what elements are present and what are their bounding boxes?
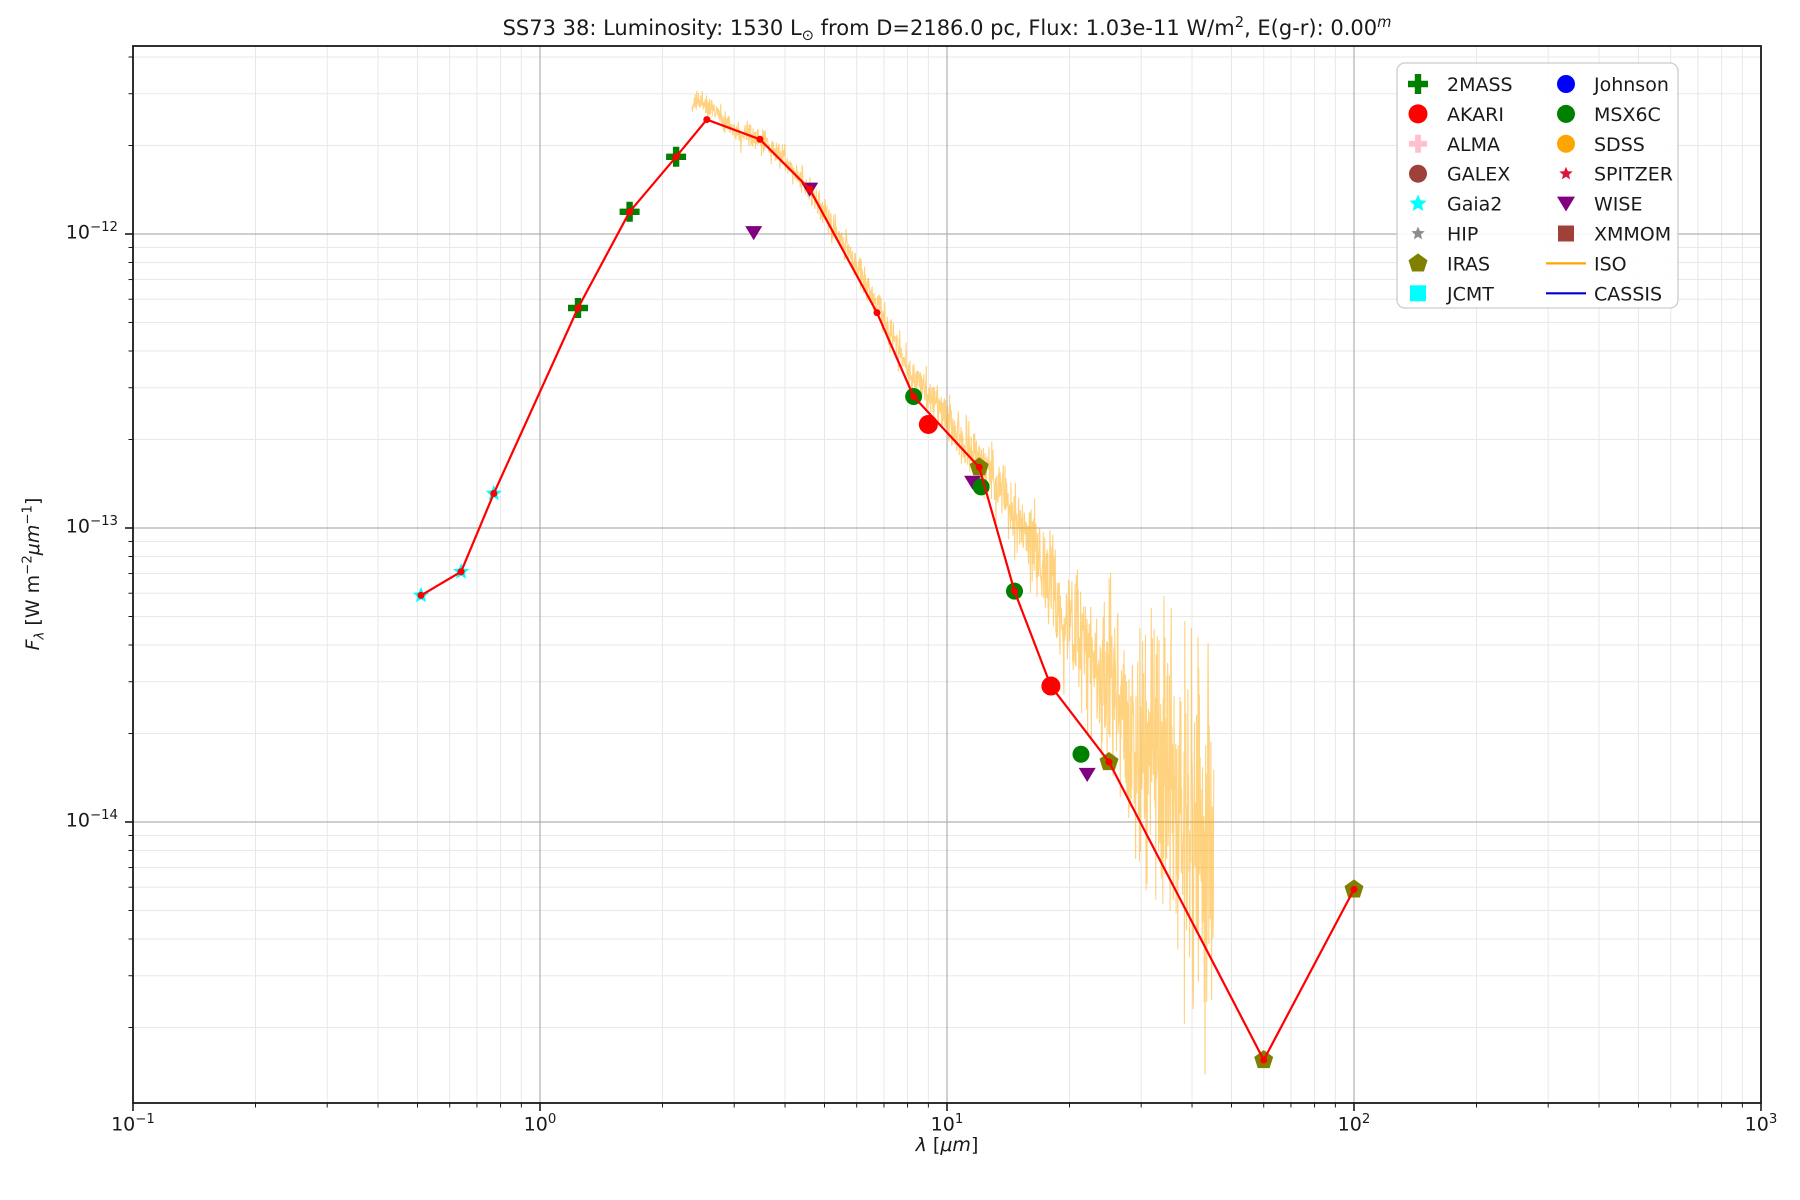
legend-item-akari: AKARI	[1408, 104, 1504, 126]
text-segment: λ	[915, 1134, 927, 1156]
legend-label-jcmt: JCMT	[1446, 283, 1494, 305]
legend-item-cassis: CASSIS	[1546, 283, 1662, 305]
legend-item-iras: IRAS	[1408, 253, 1490, 275]
legend-item-iso: ISO	[1546, 253, 1627, 275]
scatter-wise	[745, 182, 1096, 782]
text-segment: 2	[1234, 14, 1245, 31]
text-segment: 0	[547, 1112, 557, 1127]
text-segment: , E(g-r): 0.00	[1244, 16, 1378, 40]
legend-marker-sdss-icon	[1557, 134, 1575, 153]
legend-marker-msx6c-icon	[1557, 104, 1575, 123]
legend-marker-xmmom-icon	[1558, 225, 1574, 242]
text-segment: ]	[21, 497, 44, 505]
text-segment: from D=2186.0 pc, Flux: 1.03e-11 W/m	[813, 16, 1235, 40]
legend-marker-2mass-icon	[1408, 74, 1428, 94]
iso-spectrum-line	[691, 90, 1215, 1075]
legend-label-iras: IRAS	[1447, 253, 1490, 275]
legend-item-gaia2: Gaia2	[1409, 194, 1502, 216]
x-tick-label: 101	[902, 1112, 992, 1135]
legend-item-spitzer: SPITZER	[1559, 164, 1673, 186]
text-segment: 2	[1361, 1112, 1371, 1127]
legend-label-iso: ISO	[1594, 253, 1627, 275]
legend-marker-jcmt-icon	[1410, 285, 1426, 302]
legend-label-akari: AKARI	[1447, 104, 1504, 126]
legend-item-johnson: Johnson	[1557, 74, 1669, 96]
legend-label-alma: ALMA	[1447, 134, 1500, 156]
x-tick-label: 100	[495, 1112, 585, 1135]
text-segment: μm	[940, 1134, 971, 1156]
legend-item-hip: HIP	[1411, 224, 1478, 246]
legend-item-jcmt: JCMT	[1410, 283, 1494, 305]
legend-label-cassis: CASSIS	[1594, 283, 1662, 305]
text-segment: −12	[89, 220, 118, 235]
model-fit-line	[417, 116, 1358, 1064]
legend-marker-gaia2-icon	[1409, 194, 1427, 211]
legend-marker-hip-icon	[1411, 226, 1425, 240]
text-segment: ⊙	[801, 27, 814, 45]
legend-label-hip: HIP	[1447, 224, 1478, 246]
legend-item-msx6c: MSX6C	[1557, 104, 1661, 126]
text-segment: 10	[930, 1113, 955, 1136]
axes-spines-and-ticks	[125, 45, 1762, 1111]
x-tick-label: 10−1	[88, 1112, 178, 1135]
legend-label-galex: GALEX	[1447, 164, 1510, 186]
legend-label-sdss: SDSS	[1594, 134, 1645, 156]
legend-item-sdss: SDSS	[1557, 134, 1645, 156]
legend-item-alma: ALMA	[1409, 134, 1500, 156]
legend-item-wise: WISE	[1557, 194, 1642, 216]
text-segment: 10	[111, 1113, 136, 1136]
legend-item-galex: GALEX	[1409, 164, 1510, 186]
text-segment: SS73 38: Luminosity: 1530 L	[502, 16, 802, 40]
y-tick-label: 10−13	[0, 514, 118, 537]
legend-label-spitzer: SPITZER	[1594, 164, 1673, 186]
x-axis-label: λ [μm]	[916, 1134, 979, 1156]
text-segment: [W m	[21, 574, 44, 632]
text-segment: [	[926, 1134, 941, 1156]
legend: 2MASS AKARI ALMA GALEX Gaia2 HIP IRAS JCMT Johns…	[1396, 62, 1679, 309]
legend-label-xmmom: XMMOM	[1594, 224, 1671, 246]
scatter-gaia2	[412, 485, 502, 603]
text-segment: ]	[970, 1134, 979, 1156]
text-segment: −2	[20, 555, 36, 575]
text-segment: 10	[1337, 1113, 1362, 1136]
text-segment: F	[21, 639, 44, 651]
legend-label-wise: WISE	[1594, 194, 1642, 216]
legend-label-2mass: 2MASS	[1447, 74, 1513, 96]
legend-marker-galex-icon	[1409, 164, 1427, 183]
text-segment: 10	[65, 221, 90, 244]
text-segment: 10	[523, 1113, 548, 1136]
legend-marker-johnson-icon	[1557, 75, 1575, 93]
legend-item-2mass: 2MASS	[1408, 74, 1513, 96]
x-tick-label: 103	[1716, 1112, 1800, 1135]
text-segment: 1	[954, 1112, 964, 1127]
y-tick-label: 10−14	[0, 808, 118, 831]
text-segment: m	[1377, 14, 1392, 31]
text-segment: −1	[135, 1112, 155, 1127]
legend-label-msx6c: MSX6C	[1594, 104, 1661, 126]
text-segment: 10	[1744, 1113, 1769, 1136]
legend-marker-spitzer-icon	[1559, 166, 1573, 180]
text-segment: −14	[89, 808, 118, 823]
legend-marker-wise-icon	[1557, 196, 1575, 212]
legend-marker-alma-icon	[1409, 134, 1427, 153]
legend-marker-akari-icon	[1408, 104, 1428, 124]
legend-marker-iras-icon	[1408, 253, 1428, 272]
legend-label-johnson: Johnson	[1593, 74, 1669, 96]
text-segment: λ	[32, 631, 48, 640]
legend-item-xmmom: XMMOM	[1558, 224, 1671, 246]
text-segment: −13	[89, 514, 118, 529]
text-segment: 3	[1768, 1112, 1778, 1127]
plot-title: SS73 38: Luminosity: 1530 L⊙ from D=2186…	[503, 14, 1392, 44]
text-segment: 10	[65, 809, 90, 832]
y-tick-label: 10−12	[0, 220, 118, 243]
legend-label-gaia2: Gaia2	[1447, 194, 1502, 216]
scatter-msx6c	[905, 388, 1090, 763]
text-segment: 10	[65, 515, 90, 538]
x-tick-label: 102	[1309, 1112, 1399, 1135]
gridlines	[132, 46, 1762, 1103]
